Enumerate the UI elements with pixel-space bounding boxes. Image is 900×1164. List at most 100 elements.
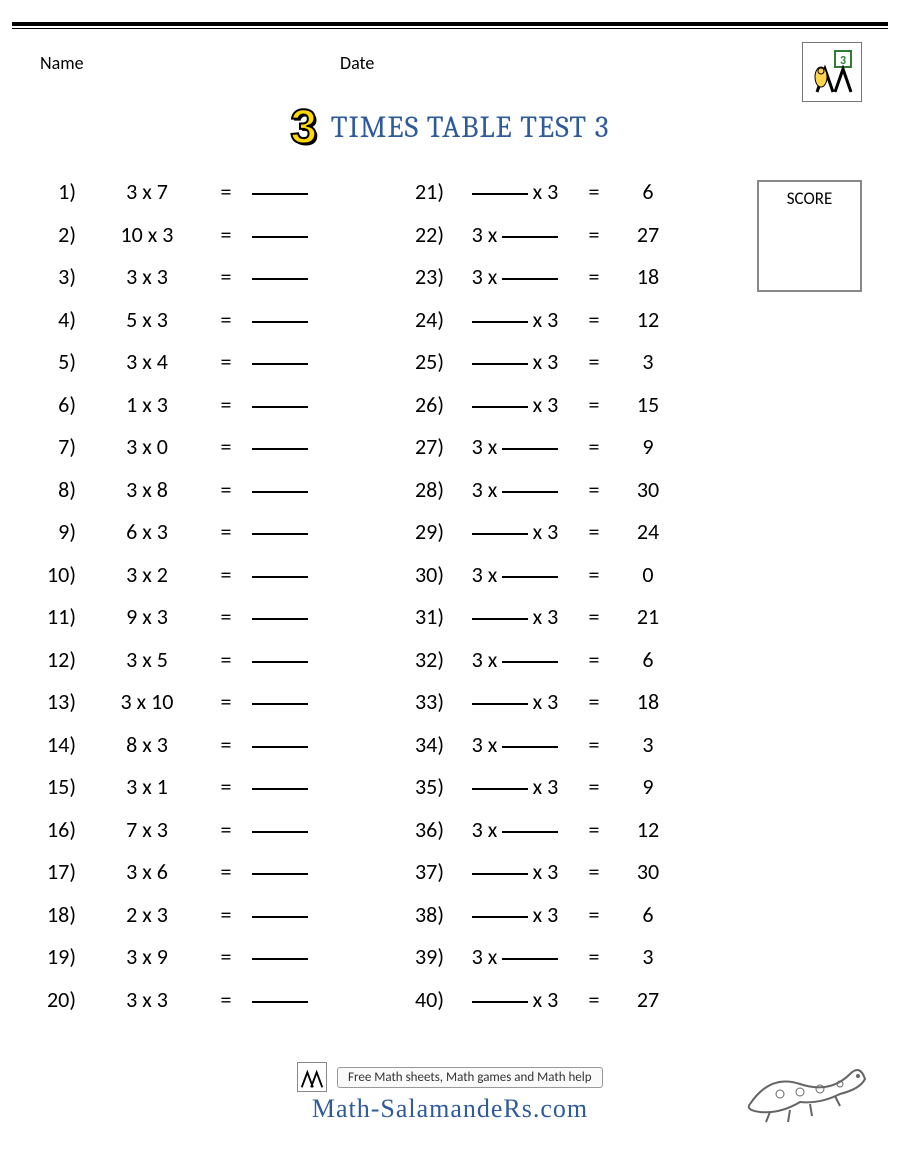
operand-blank[interactable] [502,831,558,833]
operand-blank[interactable] [472,363,528,365]
problem-number: 24) [406,306,450,333]
answer-blank[interactable] [240,221,320,248]
problem-number: 16) [38,816,82,843]
problem-expression: 3 x [450,943,580,970]
operand-blank[interactable] [472,618,528,620]
problem-expression: x 3 [450,603,580,630]
problems-grid: 1)3 x 7=2)10 x 3=3)3 x 3=4)5 x 3=5)3 x 4… [38,178,738,1028]
answer-value: 18 [608,688,688,715]
answer-blank[interactable] [240,391,320,418]
equals-sign: = [580,391,608,418]
answer-blank[interactable] [240,348,320,375]
equals-sign: = [580,348,608,375]
answer-blank[interactable] [240,518,320,545]
problem-number: 37) [406,858,450,885]
problem-row: 32)3 x =6 [406,646,726,689]
answer-blank[interactable] [240,306,320,333]
problem-number: 27) [406,433,450,460]
problem-number: 5) [38,348,82,375]
problem-expression: 3 x [450,433,580,460]
page-rule-thick [12,22,888,26]
answer-blank[interactable] [240,731,320,758]
equals-sign: = [580,688,608,715]
answer-value: 15 [608,391,688,418]
answer-value: 0 [608,561,688,588]
problem-expression: x 3 [450,391,580,418]
answer-blank[interactable] [240,986,320,1013]
page-title: 3 TIMES TABLE TEST 3 [0,100,900,155]
operand-blank[interactable] [502,236,558,238]
operand-blank[interactable] [502,491,558,493]
operand-blank[interactable] [472,788,528,790]
expr-pre: 3 x [472,943,503,970]
equals-sign: = [212,986,240,1013]
answer-blank[interactable] [240,688,320,715]
problem-expression: 3 x 9 [82,943,212,970]
footer-logo-icon [297,1062,327,1092]
problem-number: 29) [406,518,450,545]
problem-row: 11)9 x 3= [38,603,358,646]
page-rule-thin [12,28,888,29]
equals-sign: = [212,306,240,333]
answer-value: 30 [608,476,688,503]
answer-blank[interactable] [240,858,320,885]
problem-number: 35) [406,773,450,800]
problem-row: 5)3 x 4= [38,348,358,391]
title-number-icon: 3 [290,100,317,155]
answer-blank[interactable] [240,263,320,290]
expr-post: x 3 [528,178,559,205]
operand-blank[interactable] [472,533,528,535]
expr-post: x 3 [528,901,559,928]
problem-expression: 3 x [450,561,580,588]
expr-pre: 3 x [472,263,503,290]
operand-blank[interactable] [472,406,528,408]
answer-blank[interactable] [240,901,320,928]
problem-expression: 7 x 3 [82,816,212,843]
problem-number: 34) [406,731,450,758]
problem-number: 17) [38,858,82,885]
problem-expression: 8 x 3 [82,731,212,758]
expr-post: x 3 [528,348,559,375]
answer-value: 9 [608,433,688,460]
operand-blank[interactable] [472,1001,528,1003]
operand-blank[interactable] [502,576,558,578]
operand-blank[interactable] [472,916,528,918]
answer-blank[interactable] [240,943,320,970]
answer-blank[interactable] [240,433,320,460]
problem-expression: 1 x 3 [82,391,212,418]
answer-blank[interactable] [240,476,320,503]
answer-blank[interactable] [240,178,320,205]
operand-blank[interactable] [472,873,528,875]
equals-sign: = [580,263,608,290]
equals-sign: = [212,433,240,460]
expr-pre: 3 x [472,646,503,673]
operand-blank[interactable] [472,321,528,323]
problem-row: 30)3 x =0 [406,561,726,604]
problem-row: 23)3 x =18 [406,263,726,306]
problem-number: 20) [38,986,82,1013]
answer-blank[interactable] [240,561,320,588]
operand-blank[interactable] [502,661,558,663]
answer-blank[interactable] [240,773,320,800]
answer-blank[interactable] [240,646,320,673]
operand-blank[interactable] [502,448,558,450]
problem-row: 8)3 x 8= [38,476,358,519]
expr-post: x 3 [528,391,559,418]
problems-column-right: 21) x 3=622)3 x =2723)3 x =1824) x 3=122… [406,178,726,1028]
operand-blank[interactable] [502,278,558,280]
operand-blank[interactable] [502,958,558,960]
problem-number: 3) [38,263,82,290]
answer-value: 3 [608,731,688,758]
answer-blank[interactable] [240,816,320,843]
equals-sign: = [580,306,608,333]
problem-row: 40) x 3=27 [406,986,726,1029]
operand-blank[interactable] [472,193,528,195]
operand-blank[interactable] [472,703,528,705]
answer-blank[interactable] [240,603,320,630]
problem-row: 16)7 x 3= [38,816,358,859]
problem-expression: x 3 [450,688,580,715]
problem-row: 2)10 x 3= [38,221,358,264]
problem-expression: 3 x 6 [82,858,212,885]
problem-expression: 3 x 10 [82,688,212,715]
operand-blank[interactable] [502,746,558,748]
